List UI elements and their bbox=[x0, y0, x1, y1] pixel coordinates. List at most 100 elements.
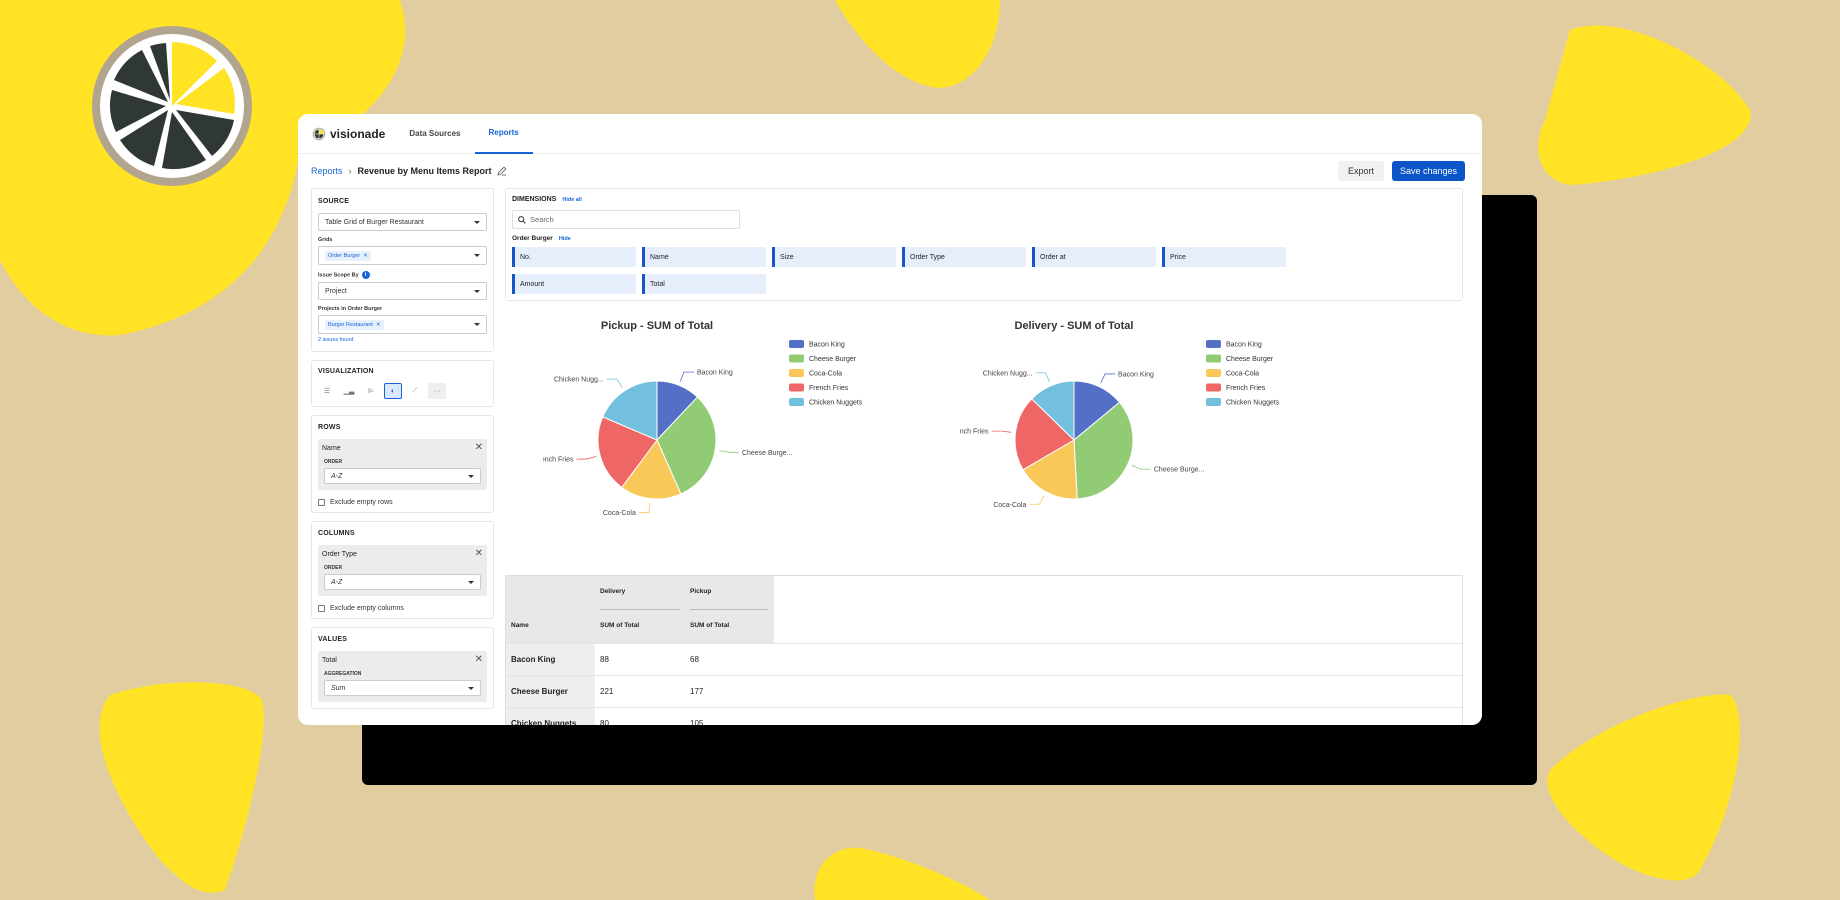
remove-chip-icon[interactable]: ✕ bbox=[363, 252, 368, 259]
horizontal-bar-viz-icon[interactable]: ⊫ bbox=[367, 388, 375, 395]
dimension-field[interactable]: Name bbox=[642, 247, 766, 267]
slice-label: Cheese Burge... bbox=[1154, 467, 1205, 474]
projects-label: Projects in Order Burger bbox=[318, 306, 383, 312]
issues-found-link[interactable]: 2 issues found bbox=[318, 337, 354, 343]
visualization-card: VISUALIZATION ☰ ▁▃ ⊫ ◐ ⟋ ··· bbox=[311, 360, 494, 407]
table-viz-icon[interactable]: ☰ bbox=[323, 388, 331, 395]
remove-icon[interactable]: ✕ bbox=[474, 654, 483, 665]
exclude-empty-rows-checkbox[interactable] bbox=[318, 499, 325, 506]
dimension-field[interactable]: Total bbox=[642, 274, 766, 294]
slice-label-line bbox=[576, 456, 597, 460]
slice-label: French Fries bbox=[543, 457, 574, 464]
projects-select[interactable]: Burger Restaurant ✕ bbox=[318, 315, 487, 334]
row-name: Chicken Nuggets bbox=[506, 708, 595, 725]
cell-pickup: 68 bbox=[690, 655, 699, 664]
breadcrumb-reports-link[interactable]: Reports bbox=[311, 166, 343, 176]
remove-icon[interactable]: ✕ bbox=[474, 548, 483, 559]
dimensions-title: DIMENSIONS bbox=[512, 196, 557, 203]
issue-scope-select[interactable]: Project bbox=[318, 282, 487, 300]
project-chip-label: Burger Restaurant bbox=[328, 321, 373, 328]
delivery-pie-chart: Delivery - SUM of Total Bacon King Cheese … bbox=[949, 313, 1320, 533]
bar-chart-viz-icon[interactable]: ▁▃ bbox=[343, 388, 355, 395]
info-icon[interactable]: i bbox=[361, 271, 370, 279]
exclude-empty-columns-checkbox[interactable] bbox=[318, 605, 325, 612]
rows-field-name: Name bbox=[322, 444, 341, 452]
project-chip[interactable]: Burger Restaurant ✕ bbox=[325, 319, 384, 330]
pie-slice-french-fries bbox=[1014, 398, 1075, 471]
pickup-pie-chart: Pickup - SUM of Total Bacon King Cheese Bu… bbox=[534, 313, 903, 533]
columns-order-select[interactable]: A-Z bbox=[324, 574, 481, 590]
legend-entry-bacon-king: Bacon King bbox=[809, 342, 845, 349]
slice-label-line bbox=[991, 430, 1012, 433]
chevron-down-icon bbox=[468, 686, 474, 690]
tab-data-sources[interactable]: Data Sources bbox=[409, 129, 461, 138]
grid-chip[interactable]: Order Burger ✕ bbox=[325, 250, 371, 261]
chevron-down-icon bbox=[474, 323, 480, 326]
values-card: VALUES Total ✕ AGGREGATION Sum bbox=[311, 627, 494, 709]
save-changes-button[interactable]: Save changes bbox=[1391, 161, 1465, 181]
dimensions-panel: DIMENSIONS Hide all Search Order Burger … bbox=[505, 188, 1463, 301]
header-name: Name bbox=[511, 622, 529, 629]
cell-delivery: 88 bbox=[600, 655, 609, 664]
brand-logo-icon bbox=[312, 127, 326, 140]
remove-icon[interactable]: ✕ bbox=[474, 442, 483, 453]
table-row: Cheese Burger 221 177 bbox=[506, 675, 1462, 707]
slice-label-line bbox=[719, 450, 739, 453]
legend-entry-cheese-burger: Cheese Burger bbox=[809, 356, 857, 363]
aggregation-select[interactable]: Sum bbox=[324, 680, 481, 696]
legend-swatch-coca-cola bbox=[1206, 369, 1221, 377]
exclude-empty-columns[interactable]: Exclude empty columns bbox=[318, 605, 487, 612]
hide-group-link[interactable]: Hide bbox=[558, 235, 571, 242]
more-icon[interactable]: ··· bbox=[428, 383, 446, 399]
hide-all-link[interactable]: Hide all bbox=[562, 196, 582, 203]
edit-pencil-icon[interactable] bbox=[496, 166, 507, 176]
yellow-triangle-bottom-left bbox=[99, 682, 264, 893]
tab-reports[interactable]: Reports bbox=[474, 114, 533, 154]
cell-pickup: 177 bbox=[690, 687, 704, 696]
line-chart-viz-icon[interactable]: ⟋ bbox=[412, 387, 418, 394]
brand[interactable]: visionade bbox=[312, 127, 385, 141]
exclude-empty-rows-label: Exclude empty rows bbox=[330, 499, 393, 506]
slice-label-line bbox=[1100, 373, 1116, 384]
source-select[interactable]: Table Grid of Burger Restaurant bbox=[318, 213, 487, 231]
pivot-table: Delivery Pickup Name SUM of Total SUM of… bbox=[505, 575, 1463, 725]
header-sum-delivery: SUM of Total bbox=[600, 622, 640, 629]
columns-order-label: ORDER bbox=[324, 565, 343, 571]
chevron-down-icon bbox=[468, 474, 474, 478]
breadcrumb: Reports › Revenue by Menu Items Report E… bbox=[311, 161, 1465, 181]
config-sidebar: SOURCE Table Grid of Burger Restaurant G… bbox=[311, 188, 494, 717]
slice-label: Coca-Cola bbox=[603, 510, 636, 517]
pie-chart-viz-icon[interactable]: ◐ bbox=[384, 383, 402, 399]
dimension-group-title: Order Burger bbox=[512, 235, 553, 242]
search-icon bbox=[518, 215, 526, 224]
rows-order-select[interactable]: A-Z bbox=[324, 468, 481, 484]
exclude-empty-rows[interactable]: Exclude empty rows bbox=[318, 499, 487, 506]
slice-label: French Fries bbox=[960, 429, 989, 436]
export-button[interactable]: Export bbox=[1337, 161, 1384, 181]
cell-delivery: 80 bbox=[600, 719, 609, 725]
dimension-search-input[interactable]: Search bbox=[512, 210, 740, 229]
dimension-field[interactable]: No. bbox=[512, 247, 636, 267]
yellow-triangle-bottom bbox=[814, 847, 990, 900]
remove-chip-icon[interactable]: ✕ bbox=[375, 321, 381, 328]
grids-select[interactable]: Order Burger ✕ bbox=[318, 246, 487, 265]
legend-entry-chicken-nuggets: Chicken Nuggets bbox=[1226, 400, 1280, 407]
dimension-field[interactable]: Order at bbox=[1032, 247, 1156, 267]
pie-slice-cheese-burger bbox=[656, 396, 717, 495]
rows-order-value: A-Z bbox=[331, 472, 343, 480]
legend-entry-cheese-burger: Cheese Burger bbox=[1226, 356, 1274, 363]
exclude-empty-columns-label: Exclude empty columns bbox=[330, 605, 404, 612]
dimension-field[interactable]: Price bbox=[1162, 247, 1286, 267]
legend-entry-french-fries: French Fries bbox=[809, 385, 849, 392]
chevron-down-icon bbox=[474, 289, 480, 293]
legend-entry-bacon-king: Bacon King bbox=[1226, 342, 1262, 349]
legend-swatch-cheese-burger bbox=[1206, 354, 1221, 363]
legend-swatch-chicken-nuggets bbox=[789, 398, 804, 406]
dimension-field[interactable]: Amount bbox=[512, 274, 636, 294]
chevron-down-icon bbox=[468, 580, 474, 584]
dimension-field[interactable]: Size bbox=[772, 247, 896, 267]
slice-label: Bacon King bbox=[697, 370, 733, 377]
chevron-down-icon bbox=[474, 254, 480, 257]
dimension-field[interactable]: Order Type bbox=[902, 247, 1026, 267]
legend-swatch-bacon-king bbox=[1206, 340, 1221, 348]
